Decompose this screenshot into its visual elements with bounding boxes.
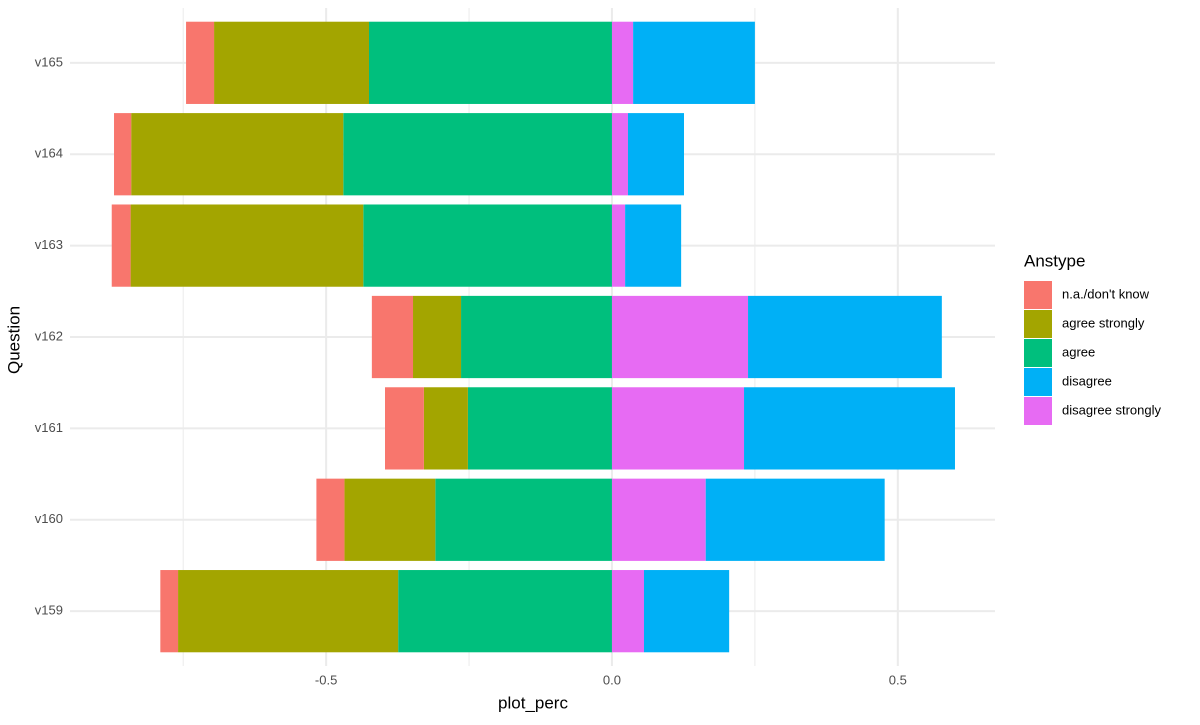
x-tick-label: -0.5 <box>315 672 337 687</box>
y-axis-title: Question <box>4 306 23 374</box>
bar <box>625 204 682 287</box>
bar <box>705 478 885 561</box>
bar <box>114 113 132 196</box>
bar <box>423 387 468 470</box>
legend-key <box>1024 310 1052 338</box>
bar <box>643 570 730 653</box>
bar <box>611 21 634 104</box>
bar <box>461 295 612 379</box>
bar <box>131 113 344 196</box>
legend-label: disagree <box>1062 373 1112 388</box>
y-tick-label: v160 <box>35 511 63 526</box>
bar <box>611 295 749 379</box>
bar <box>611 478 706 561</box>
y-tick-label: v164 <box>35 146 63 161</box>
bar <box>748 295 942 379</box>
bar <box>130 204 364 287</box>
bar <box>186 21 215 104</box>
legend-key <box>1024 368 1052 396</box>
bar <box>611 570 644 653</box>
y-tick-label: v163 <box>35 237 63 252</box>
bar <box>344 478 436 561</box>
legend-label: agree <box>1062 344 1095 359</box>
legend-title: Anstype <box>1024 251 1085 270</box>
bar <box>467 387 612 470</box>
bar <box>398 570 612 653</box>
legend-key <box>1024 339 1052 367</box>
bar <box>413 295 462 379</box>
bar <box>160 570 179 653</box>
x-tick-label: 0.5 <box>889 672 907 687</box>
bar <box>627 113 684 196</box>
bar <box>363 204 612 287</box>
bar <box>611 204 626 287</box>
bar <box>435 478 612 561</box>
legend-label: n.a./don't know <box>1062 286 1150 301</box>
bar <box>316 478 345 561</box>
bar <box>633 21 755 104</box>
legend-label: agree strongly <box>1062 315 1145 330</box>
x-axis-title: plot_perc <box>498 693 568 712</box>
bar <box>611 387 745 470</box>
y-tick-label: v159 <box>35 603 63 618</box>
bar <box>611 113 628 196</box>
bar <box>214 21 369 104</box>
bar <box>744 387 955 470</box>
bar <box>111 204 131 287</box>
bar <box>368 21 612 104</box>
y-tick-label: v161 <box>35 420 63 435</box>
legend-key <box>1024 397 1052 425</box>
x-tick-label: 0.0 <box>603 672 621 687</box>
legend-label: disagree strongly <box>1062 402 1161 417</box>
legend-key <box>1024 281 1052 309</box>
bar <box>371 295 414 379</box>
y-tick-label: v165 <box>35 54 63 69</box>
bar <box>385 387 424 470</box>
bar <box>343 113 612 196</box>
bar <box>178 570 399 653</box>
y-tick-label: v162 <box>35 328 63 343</box>
